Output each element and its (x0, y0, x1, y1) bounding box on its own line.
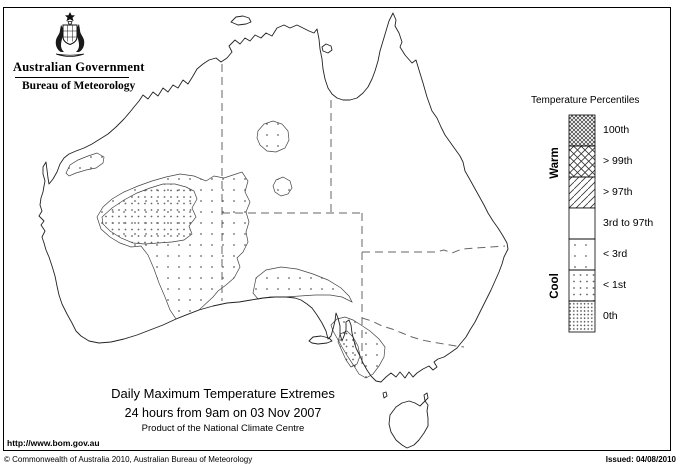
map-credit: Product of the National Climate Centre (141, 423, 305, 434)
bom-url: http://www.bom.gov.au (7, 438, 100, 448)
legend-cool-label: Cool (549, 273, 561, 299)
legend-swatch-lt3rd (568, 238, 596, 271)
legend-item-lt3rd: < 3rd (603, 248, 628, 260)
legend-swatch-100th (568, 114, 596, 147)
state-borders (221, 64, 506, 368)
cool-region-nt-spot-large (256, 120, 290, 153)
legend-item-3rd97th: 3rd to 97th (603, 217, 654, 229)
legend-item-gt97th: > 97th (603, 186, 633, 198)
groote-eylandt (321, 43, 333, 54)
cool-region-central-wa-core (101, 183, 198, 245)
government-label: Australian Government (13, 60, 145, 74)
flinders-island (423, 392, 429, 402)
map-frame (3, 7, 671, 451)
kangaroo-island (308, 335, 333, 345)
legend-item-0th: 0th (603, 310, 618, 322)
cool-region-northwest-coastal (65, 152, 105, 177)
legend-item-100th: 100th (603, 124, 630, 136)
cool-region-sa-gulfs-core (337, 330, 361, 368)
legend-swatch-gt97th (568, 176, 596, 209)
melville-island (230, 15, 252, 26)
tasmania (388, 400, 429, 449)
legend-swatch-0th (568, 300, 596, 333)
issued-date: Issued: 04/08/2010 (605, 455, 676, 464)
australia-coastline (38, 12, 509, 449)
legend-swatch-3rd-97th (568, 207, 596, 240)
logo-divider (15, 77, 129, 78)
legend-item-gt99th: > 99th (603, 155, 633, 167)
legend-title: Temperature Percentiles (531, 95, 640, 106)
cool-region-nt-spot-small (272, 176, 293, 197)
legend-swatch-gt99th (568, 145, 596, 178)
coat-of-arms-icon (55, 12, 85, 57)
copyright-notice: © Commonwealth of Australia 2010, Austra… (4, 455, 253, 464)
cool-region-bight-coastal (252, 266, 353, 303)
legend-warm-label: Warm (549, 147, 561, 179)
king-island (382, 391, 388, 399)
map-subtitle: 24 hours from 9am on 03 Nov 2007 (124, 406, 322, 420)
legend-item-lt1st: < 1st (603, 279, 627, 291)
legend-swatches (568, 114, 596, 333)
map-title-block: Daily Maximum Temperature Extremes 24 ho… (63, 386, 383, 434)
legend-swatch-lt1st (568, 269, 596, 302)
map-title: Daily Maximum Temperature Extremes (111, 386, 335, 401)
agency-label: Bureau of Meteorology (22, 80, 136, 92)
